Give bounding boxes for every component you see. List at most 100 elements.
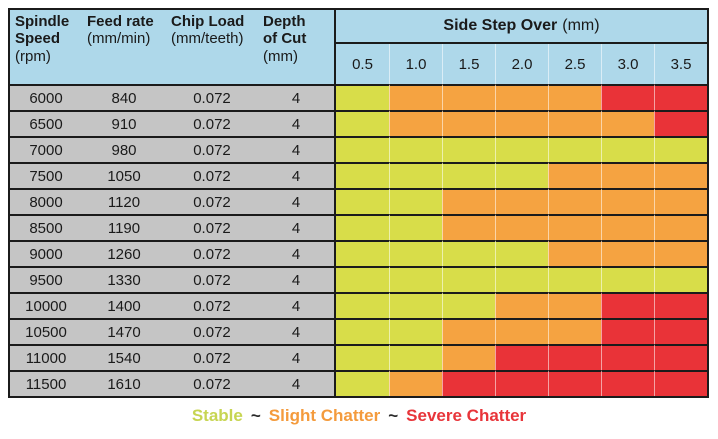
stability-cell-stable [654,266,707,292]
stability-cell-slight-chatter [548,292,601,318]
depth-of-cut-cell: 4 [258,266,336,292]
stability-cell-stable [495,162,548,188]
stability-cell-severe-chatter [601,370,654,396]
stability-cell-slight-chatter [548,188,601,214]
step-header-3.5: 3.5 [654,44,707,84]
stability-cell-severe-chatter [495,370,548,396]
feed-rate-cell: 840 [82,84,166,110]
stability-cell-severe-chatter [654,292,707,318]
stability-cell-slight-chatter [654,240,707,266]
chip-load-cell: 0.072 [166,240,258,266]
stability-cell-slight-chatter [654,162,707,188]
stability-cell-stable [495,266,548,292]
stability-cell-slight-chatter [495,84,548,110]
stability-cell-stable [336,240,389,266]
stability-cell-slight-chatter [495,110,548,136]
col-header-unit: (mm) [263,47,298,65]
stability-cell-slight-chatter [442,344,495,370]
feed-rate-cell: 1260 [82,240,166,266]
stability-cell-slight-chatter [495,292,548,318]
depth-of-cut-cell: 4 [258,214,336,240]
col-header-line: Feed rate [87,13,154,30]
col-header-spindle-speed: Spindle Speed (rpm) [10,10,82,84]
feed-rate-cell: 1610 [82,370,166,396]
stability-cell-slight-chatter [601,162,654,188]
feed-rate-cell: 1050 [82,162,166,188]
spindle-speed-cell: 9500 [10,266,82,292]
stability-cell-slight-chatter [389,84,442,110]
stability-cell-stable [389,162,442,188]
step-header-1.0: 1.0 [389,44,442,84]
step-header-0.5: 0.5 [336,44,389,84]
stability-cell-stable [654,136,707,162]
stability-cell-slight-chatter [548,214,601,240]
stability-cell-slight-chatter [495,188,548,214]
feed-rate-cell: 1400 [82,292,166,318]
stability-cell-stable [601,136,654,162]
stability-cell-stable [336,370,389,396]
stability-cell-stable [336,84,389,110]
stability-cell-severe-chatter [654,344,707,370]
chip-load-cell: 0.072 [166,370,258,396]
stability-cell-stable [336,136,389,162]
spindle-speed-cell: 6000 [10,84,82,110]
legend-stable-label: Stable [191,406,243,425]
stability-cell-slight-chatter [654,188,707,214]
stability-cell-stable [495,240,548,266]
chip-load-cell: 0.072 [166,214,258,240]
depth-of-cut-cell: 4 [258,162,336,188]
stability-cell-slight-chatter [548,162,601,188]
stability-cell-severe-chatter [601,318,654,344]
stability-cell-severe-chatter [601,84,654,110]
stability-cell-severe-chatter [654,84,707,110]
stability-cell-slight-chatter [548,110,601,136]
spindle-speed-cell: 7000 [10,136,82,162]
stability-table: Spindle Speed (rpm) Feed rate (mm/min) Chip L… [8,8,709,398]
stability-cell-severe-chatter [548,344,601,370]
stability-cell-slight-chatter [601,110,654,136]
spindle-speed-cell: 9000 [10,240,82,266]
chip-load-cell: 0.072 [166,162,258,188]
stability-cell-slight-chatter [495,214,548,240]
chip-load-cell: 0.072 [166,84,258,110]
legend-slight-chatter-label: Slight Chatter [268,406,381,425]
stability-cell-slight-chatter [601,240,654,266]
stability-cell-severe-chatter [495,344,548,370]
stability-cell-slight-chatter [389,370,442,396]
legend-severe-chatter-label: Severe Chatter [406,406,527,425]
stability-cell-severe-chatter [601,292,654,318]
stability-cell-stable [336,188,389,214]
spindle-speed-cell: 11000 [10,344,82,370]
stability-cell-severe-chatter [442,370,495,396]
spindle-speed-cell: 8500 [10,214,82,240]
group-title-text: Side Step Over [443,17,558,34]
col-header-line: Speed [15,30,61,48]
stability-cell-stable [495,136,548,162]
stability-cell-severe-chatter [548,370,601,396]
stability-cell-stable [389,344,442,370]
legend-separator: ~ [388,406,399,425]
feed-rate-cell: 910 [82,110,166,136]
depth-of-cut-cell: 4 [258,84,336,110]
stability-cell-stable [389,240,442,266]
feed-rate-cell: 980 [82,136,166,162]
step-header-2.0: 2.0 [495,44,548,84]
depth-of-cut-cell: 4 [258,188,336,214]
spindle-speed-cell: 11500 [10,370,82,396]
stability-cell-slight-chatter [495,318,548,344]
feed-rate-cell: 1540 [82,344,166,370]
depth-of-cut-cell: 4 [258,370,336,396]
stability-cell-slight-chatter [442,214,495,240]
stability-cell-severe-chatter [601,344,654,370]
stability-cell-stable [601,266,654,292]
chip-load-cell: 0.072 [166,266,258,292]
col-header-line: Chip Load [171,13,245,30]
stability-cell-stable [389,136,442,162]
spindle-speed-cell: 8000 [10,188,82,214]
stability-cell-stable [548,266,601,292]
legend: Stable ~ Slight Chatter ~ Severe Chatter [0,406,718,426]
chip-load-cell: 0.072 [166,188,258,214]
chip-load-cell: 0.072 [166,110,258,136]
stability-cell-severe-chatter [654,370,707,396]
